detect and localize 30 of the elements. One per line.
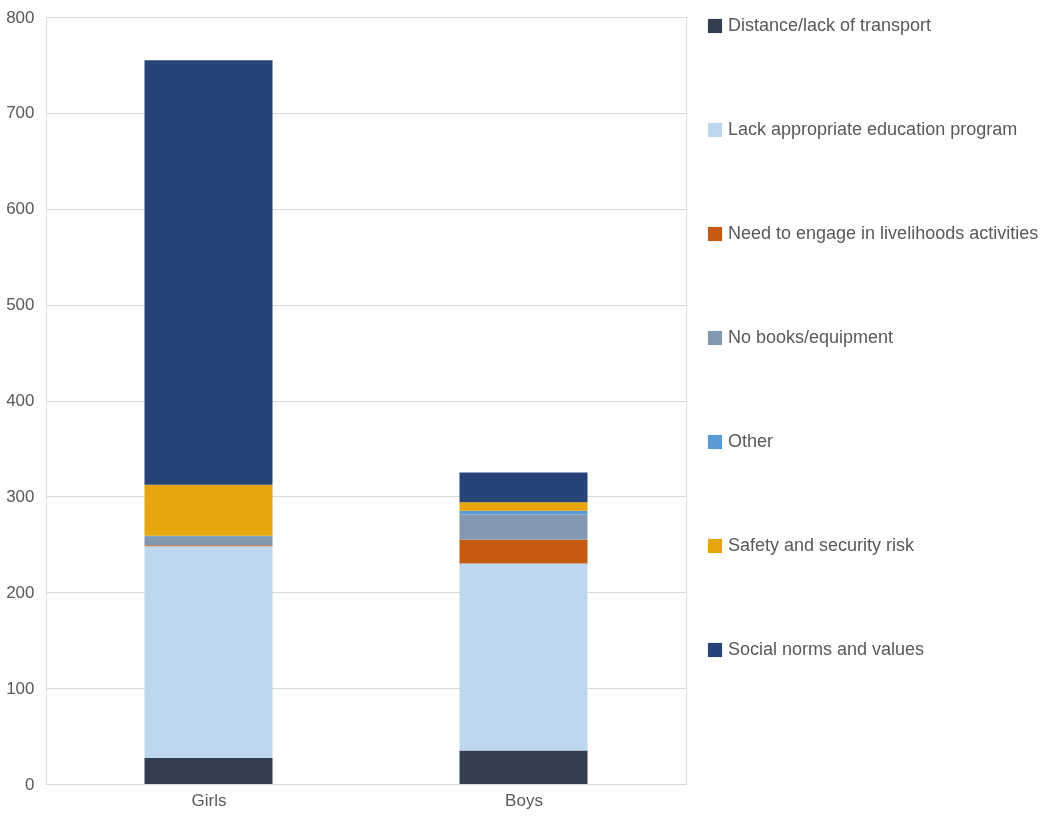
bar — [144, 484, 273, 536]
y-tick-label: 0 — [25, 774, 35, 794]
legend-label: Need to engage in livelihoods activities — [728, 223, 1039, 243]
legend-label: Social norms and values — [728, 639, 925, 659]
y-tick-label: 500 — [6, 295, 35, 315]
bar — [459, 563, 588, 751]
y-tick-label: 200 — [6, 582, 35, 602]
bar — [459, 502, 588, 511]
bar — [459, 514, 588, 540]
y-tick-label: 300 — [6, 486, 35, 506]
legend-label: Lack appropriate education program — [728, 119, 1018, 139]
legend-label: Other — [728, 431, 774, 451]
x-tick-label: Girls — [191, 790, 227, 810]
bar — [459, 539, 588, 564]
bar — [144, 536, 273, 546]
bar — [144, 60, 273, 485]
y-tick-label: 100 — [6, 678, 35, 698]
x-tick-label: Boys — [505, 790, 543, 810]
bar — [144, 758, 273, 784]
legend-label: No books/equipment — [728, 327, 894, 347]
y-tick-label: 700 — [6, 103, 35, 123]
bar — [459, 472, 588, 503]
y-tick-label: 600 — [6, 199, 35, 219]
y-tick-label: 800 — [6, 7, 35, 27]
bar — [459, 510, 588, 515]
bar — [459, 750, 588, 784]
y-tick-label: 400 — [6, 391, 35, 410]
legend-label: Safety and security risk — [728, 535, 916, 555]
bar — [144, 546, 273, 759]
legend-label: Distance/lack of transport — [728, 15, 932, 35]
